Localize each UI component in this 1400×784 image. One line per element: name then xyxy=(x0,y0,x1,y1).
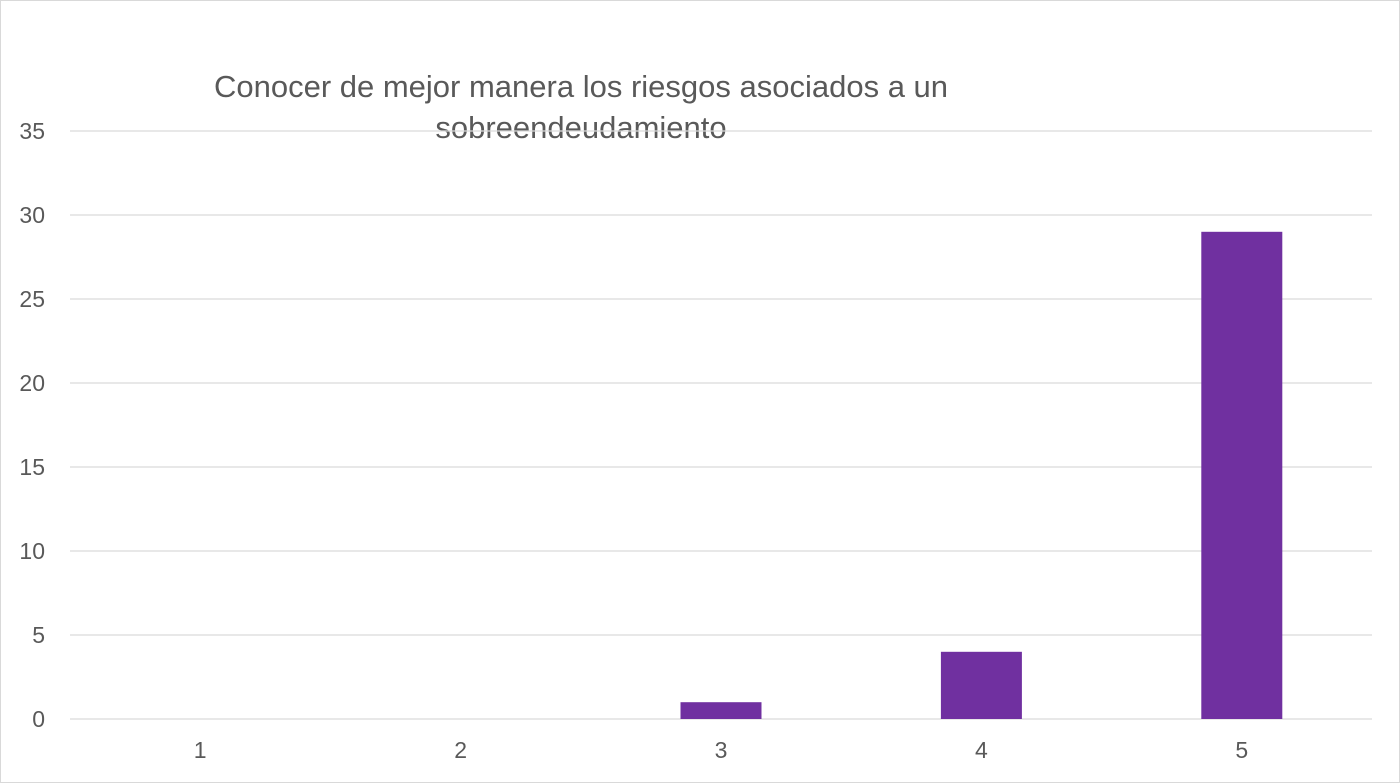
x-tick-label-4: 4 xyxy=(975,737,988,763)
y-tick-label-5: 5 xyxy=(32,622,45,648)
gridlines xyxy=(70,130,1372,720)
y-tick-label-25: 25 xyxy=(19,286,45,312)
chart-title-line-2: sobreendeudamiento xyxy=(435,110,726,145)
bar-5 xyxy=(1201,231,1283,720)
x-tick-label-3: 3 xyxy=(715,737,728,763)
x-tick-label-5: 5 xyxy=(1235,737,1248,763)
y-tick-label-15: 15 xyxy=(19,454,45,480)
bar-4 xyxy=(940,651,1022,719)
y-axis-tick-labels: 0 5 10 15 20 25 30 35 xyxy=(19,118,45,732)
y-tick-label-0: 0 xyxy=(32,706,45,732)
x-tick-label-2: 2 xyxy=(454,737,467,763)
y-tick-label-20: 20 xyxy=(19,370,45,396)
chart-title: Conocer de mejor manera los riesgos asoc… xyxy=(214,69,948,145)
y-tick-label-35: 35 xyxy=(19,118,45,144)
y-tick-label-10: 10 xyxy=(19,538,45,564)
bars xyxy=(680,231,1283,720)
y-tick-label-30: 30 xyxy=(19,202,45,228)
chart-title-line-1: Conocer de mejor manera los riesgos asoc… xyxy=(214,69,948,104)
bar-3 xyxy=(680,702,762,719)
x-tick-label-1: 1 xyxy=(194,737,207,763)
x-axis-tick-labels: 1 2 3 4 5 xyxy=(194,737,1248,763)
